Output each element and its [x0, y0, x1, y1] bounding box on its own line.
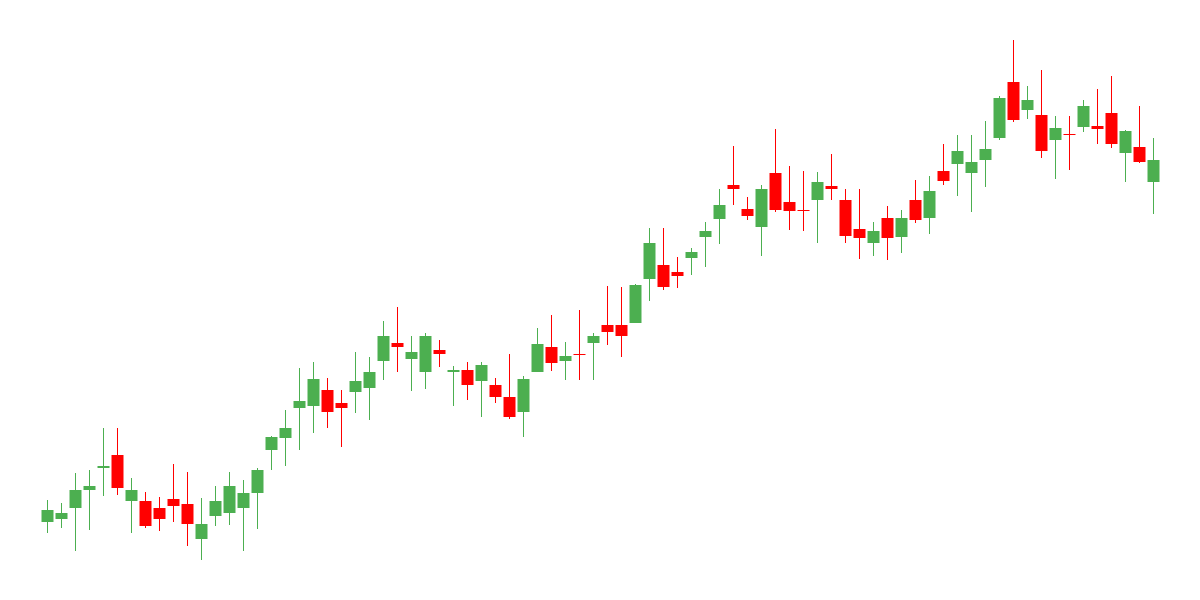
candle-body — [503, 397, 516, 417]
candle-body — [223, 486, 236, 513]
candle-body — [1035, 115, 1048, 151]
candle-body — [937, 171, 950, 181]
candle-body — [69, 490, 82, 508]
candle-body — [643, 243, 656, 279]
candle-body — [1133, 147, 1146, 162]
candle-body — [797, 210, 810, 211]
candle-body — [405, 352, 418, 359]
candle-body — [951, 151, 964, 164]
candle-body — [531, 344, 544, 372]
candle-body — [475, 365, 488, 381]
candle-body — [671, 272, 684, 276]
candle-body — [321, 390, 334, 412]
candle-body — [965, 162, 978, 173]
candle-body — [1049, 128, 1062, 140]
candle-body — [391, 343, 404, 347]
candle-body — [433, 350, 446, 354]
candle-body — [1021, 100, 1034, 110]
candle-body — [97, 466, 110, 468]
candle-body — [1119, 131, 1132, 153]
candle-body — [447, 370, 460, 372]
candle-body — [517, 379, 530, 412]
candle-body — [251, 470, 264, 493]
candle-body — [545, 347, 558, 363]
candle-body — [83, 486, 96, 490]
candle-body — [825, 186, 838, 189]
candle-body — [615, 325, 628, 336]
candle-body — [307, 379, 320, 406]
candle-body — [181, 504, 194, 524]
candle-body — [1091, 126, 1104, 129]
candle-body — [909, 200, 922, 220]
candle-body — [923, 191, 936, 218]
candle-body — [629, 285, 642, 323]
candle-body — [1077, 106, 1090, 127]
candle-body — [741, 209, 754, 216]
candle-body — [657, 265, 670, 287]
candle-body — [587, 336, 600, 343]
candle-body — [419, 336, 432, 372]
candle-body — [237, 493, 250, 508]
candle-body — [349, 381, 362, 392]
candle-body — [489, 385, 502, 397]
candle-body — [601, 325, 614, 332]
candle-body — [1105, 113, 1118, 144]
candle-body — [559, 356, 572, 361]
candle-body — [979, 149, 992, 160]
candle-body — [685, 252, 698, 258]
candle-body — [335, 403, 348, 408]
candle-body — [195, 524, 208, 539]
candle-body — [839, 200, 852, 236]
candle-body — [167, 499, 180, 506]
candle-body — [895, 218, 908, 237]
candle-body — [41, 510, 54, 522]
candle-body — [209, 501, 222, 516]
candle-body — [111, 455, 124, 488]
candle-body — [811, 182, 824, 200]
candle-body — [1063, 134, 1076, 135]
candle-body — [1007, 82, 1020, 120]
candle-body — [363, 372, 376, 388]
candle-body — [1147, 160, 1160, 182]
candle-body — [867, 231, 880, 243]
candle-body — [713, 205, 726, 219]
candle-body — [881, 218, 894, 238]
candle-body — [783, 202, 796, 211]
candle-body — [265, 437, 278, 450]
candle-body — [727, 185, 740, 189]
candle-body — [279, 428, 292, 438]
candle-body — [377, 336, 390, 361]
candle-body — [853, 229, 866, 238]
candle-body — [699, 231, 712, 237]
candle-body — [153, 508, 166, 519]
candle-body — [125, 490, 138, 501]
candle-body — [55, 513, 68, 519]
candle-body — [573, 354, 586, 355]
candle-body — [993, 98, 1006, 138]
candle-body — [293, 401, 306, 408]
candle-body — [461, 370, 474, 385]
candle-body — [769, 173, 782, 210]
candle-body — [139, 501, 152, 526]
candle-body — [755, 189, 768, 227]
